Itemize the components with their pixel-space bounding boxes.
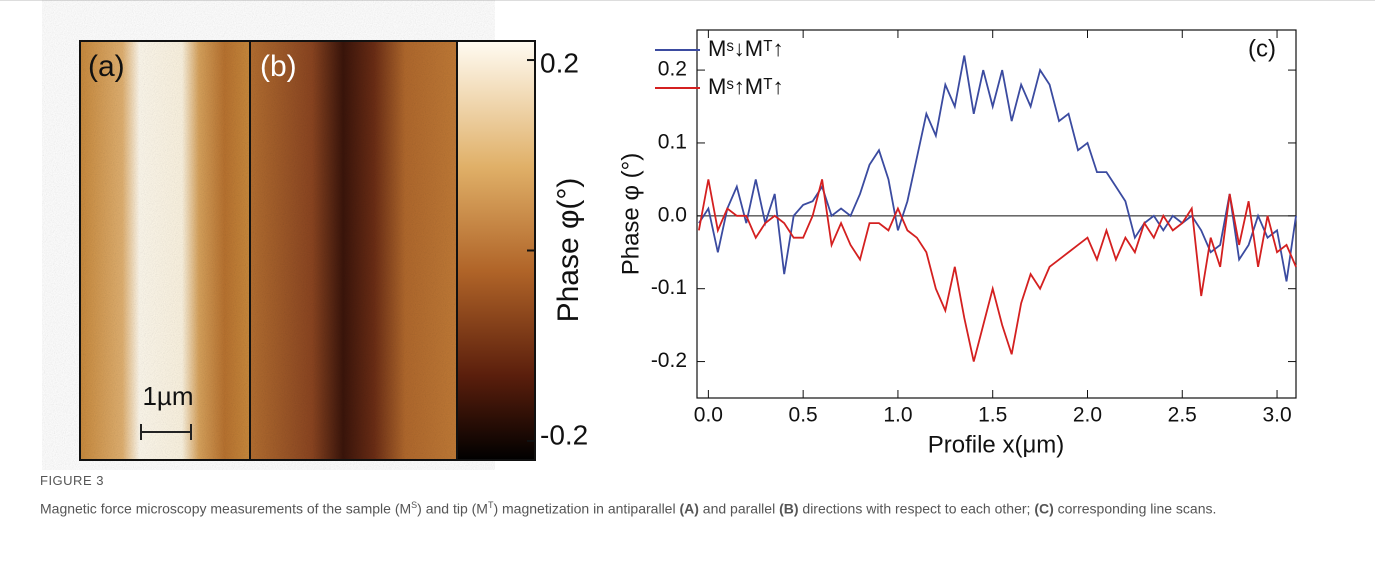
caption-part: (C) — [1034, 500, 1054, 517]
panel-label: (b) — [260, 50, 297, 83]
scale-bar — [140, 424, 192, 440]
legend-label: Mˢ↓Mᵀ↑ — [708, 36, 784, 61]
caption-part: S — [411, 500, 418, 510]
scale-bar-label: 1µm — [142, 381, 193, 411]
x-tick-label: 2.5 — [1168, 404, 1197, 427]
figure: (a) (b) 1µm Phase φ(°) Phase φ (°) Profi… — [0, 0, 1375, 461]
x-axis-label: Profile x(μm) — [928, 431, 1065, 458]
caption-part: and parallel — [698, 500, 780, 517]
x-tick-label: 1.5 — [978, 404, 1007, 427]
caption-part: Magnetic force microscopy measurements o… — [40, 500, 412, 517]
legend-label: Mˢ↑Mᵀ↑ — [708, 74, 784, 99]
panel-label: (c) — [1248, 35, 1276, 62]
y-tick-label: -0.1 — [651, 276, 687, 299]
caption-part: ) and tip (M — [417, 500, 488, 517]
x-tick-label: 0.0 — [694, 404, 723, 427]
x-tick-label: 1.0 — [883, 404, 912, 427]
caption-part: ) magnetization in antiparallel — [493, 500, 680, 517]
caption-part: (B) — [779, 500, 799, 517]
caption-part: (A) — [679, 500, 699, 517]
caption-text: Magnetic force microscopy measurements o… — [40, 495, 1340, 520]
colorbar-label: Phase φ(°) — [552, 178, 585, 323]
colorbar-tick-label: 0.2 — [540, 47, 579, 78]
colorbar-tick-label: -0.2 — [540, 419, 588, 450]
colorbar — [457, 41, 535, 460]
caption-part: corresponding line scans. — [1053, 500, 1217, 517]
caption-part: directions with respect to each other; — [798, 500, 1035, 517]
y-tick-label: 0.1 — [658, 130, 687, 153]
panel-label: (a) — [88, 50, 125, 83]
x-tick-label: 2.0 — [1073, 404, 1102, 427]
plot-frame — [696, 29, 1297, 399]
series-line — [698, 179, 1297, 362]
figure-number: FIGURE 3 — [40, 473, 104, 488]
x-tick-label: 0.5 — [789, 404, 818, 427]
x-tick-label: 3.0 — [1262, 404, 1291, 427]
y-axis-label: Phase φ (°) — [617, 153, 644, 276]
caption: FIGURE 3 Magnetic force microscopy measu… — [40, 470, 1340, 520]
series-line — [698, 55, 1297, 282]
image-noise — [80, 41, 457, 460]
y-tick-label: -0.2 — [651, 349, 687, 372]
y-tick-label: 0.2 — [658, 58, 687, 81]
caption-part: T — [487, 500, 494, 510]
y-tick-label: 0.0 — [658, 203, 687, 226]
